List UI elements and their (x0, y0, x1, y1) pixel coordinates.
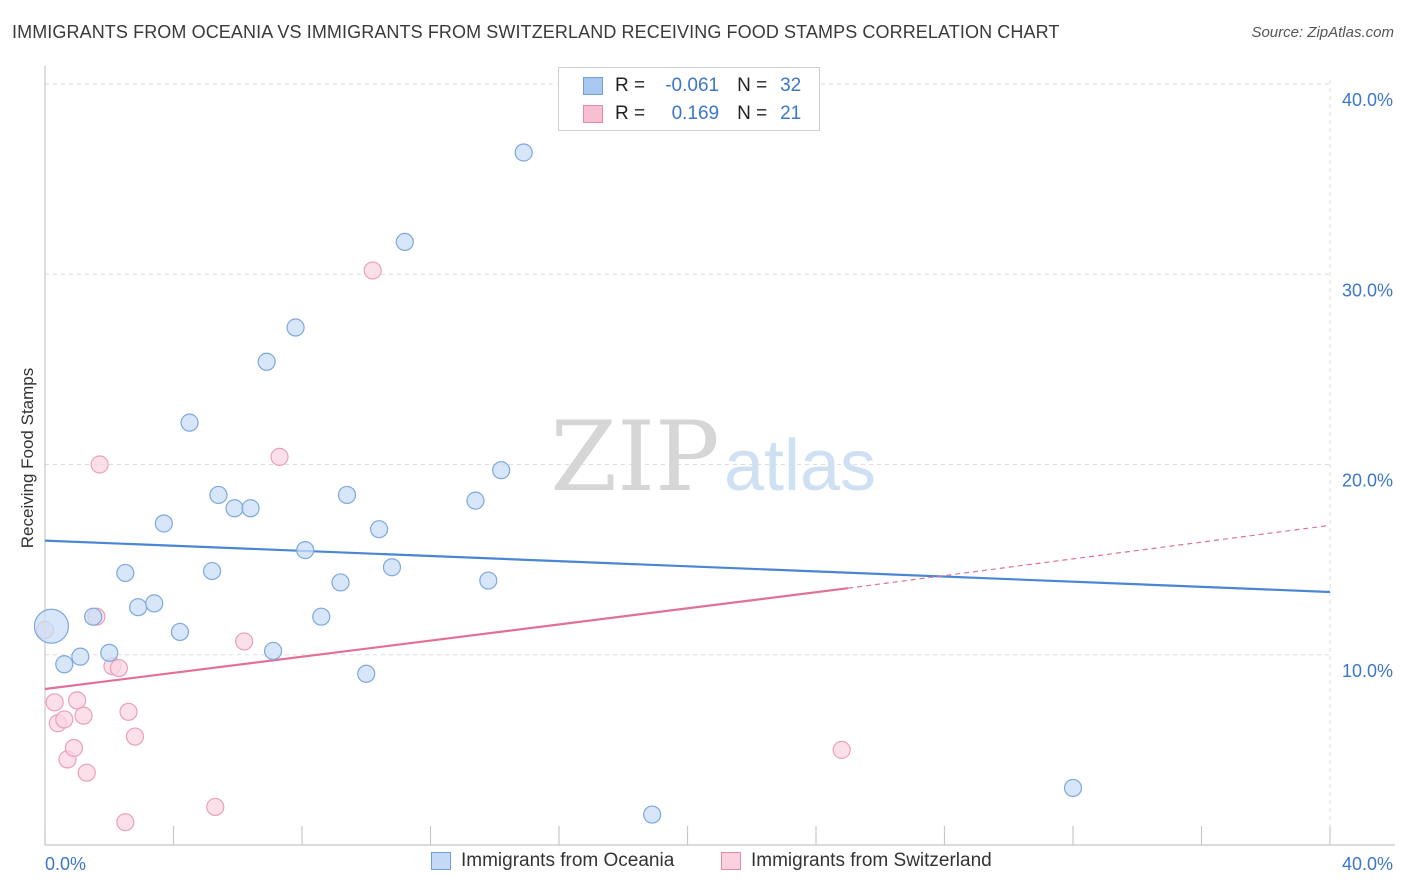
trend-lines (44, 524, 1331, 691)
oceania-point (466, 491, 485, 510)
stats-row-switzerland: R = 0.169 N = 21 (559, 100, 801, 128)
oceania-point (357, 664, 376, 683)
switzerland-point (270, 447, 289, 466)
switzerland-point (832, 740, 851, 759)
legend-label-oceania: Immigrants from Oceania (461, 850, 675, 871)
switzerland-point (68, 691, 87, 710)
switzerland-point (119, 702, 138, 721)
watermark: ZIP atlas (550, 401, 876, 513)
watermark-atlas: atlas (724, 426, 876, 506)
data-points (33, 143, 1083, 832)
y-tick-label: 10.0% (1342, 661, 1393, 681)
oceania-point (263, 641, 283, 661)
switzerland-point (235, 632, 254, 651)
trend-line-switzerland-extension (848, 524, 1331, 589)
oceania-point (643, 805, 662, 824)
oceania-point (312, 607, 331, 626)
n-label: N = (737, 103, 768, 124)
oceania-point (55, 655, 74, 674)
oceania-point (1063, 778, 1083, 798)
oceania-point (257, 352, 276, 371)
oceania-point (337, 485, 357, 505)
switzerland-point (206, 797, 225, 817)
chart-title: IMMIGRANTS FROM OCEANIA VS IMMIGRANTS FR… (12, 22, 1060, 42)
switzerland-point (90, 455, 109, 474)
oceania-point (225, 499, 244, 518)
switzerland-point (116, 813, 135, 832)
switzerland-point (64, 738, 84, 758)
legend-swatch-oceania (431, 852, 451, 870)
oceania-point (170, 622, 190, 642)
switzerland-point (125, 727, 145, 746)
y-axis-label: Receiving Food Stamps (18, 367, 37, 549)
oceania-point (209, 485, 228, 505)
oceania-point (382, 558, 402, 577)
stats-box: R = -0.061 N = 32 R = 0.169 N = 21 (558, 67, 820, 131)
oceania-point (286, 318, 305, 337)
legend-swatch-switzerland (721, 852, 741, 870)
oceania-point (370, 520, 389, 539)
r-value: -0.061 (665, 75, 720, 96)
y-tick-label: 20.0% (1342, 471, 1393, 491)
watermark-zip: ZIP (550, 401, 719, 513)
oceania-point (241, 499, 260, 518)
trend-line-oceania (44, 539, 1331, 594)
r-label: R = (615, 75, 646, 96)
switzerland-point (55, 710, 74, 729)
oceania-point (33, 608, 70, 644)
switzerland-point (74, 706, 93, 725)
r-value: 0.169 (671, 103, 720, 124)
switzerland-point (109, 658, 128, 678)
oceania-point (492, 461, 511, 480)
legend-label-switzerland: Immigrants from Switzerland (751, 850, 992, 871)
x-tick-label: 0.0% (45, 854, 86, 874)
oceania-point (296, 541, 315, 560)
trend-line-switzerland (44, 587, 849, 691)
y-tick-label: 40.0% (1342, 90, 1393, 110)
oceania-point (514, 143, 533, 162)
source-credit: Source: ZipAtlas.com (1251, 24, 1394, 41)
r-label: R = (615, 103, 646, 124)
oceania-point (145, 594, 164, 613)
oceania-point (100, 643, 119, 662)
switzerland-point (45, 693, 64, 712)
y-tick-label: 30.0% (1342, 280, 1393, 300)
oceania-swatch (583, 77, 603, 95)
x-tick-label: 40.0% (1342, 854, 1393, 874)
n-label: N = (737, 75, 768, 96)
legend-item-oceania[interactable]: Immigrants from Oceania (431, 850, 674, 872)
oceania-point (129, 598, 148, 617)
oceania-point (331, 573, 350, 592)
legend-item-switzerland[interactable]: Immigrants from Switzerland (721, 850, 992, 872)
oceania-point (180, 413, 199, 432)
axes (44, 66, 1395, 846)
switzerland-swatch (583, 105, 603, 123)
oceania-point (154, 514, 173, 533)
oceania-point (202, 561, 222, 581)
n-value: 32 (780, 75, 802, 96)
oceania-point (116, 563, 135, 583)
switzerland-point (77, 763, 96, 782)
n-value: 21 (780, 103, 802, 124)
oceania-point (479, 571, 498, 590)
oceania-point (395, 232, 414, 252)
oceania-point (71, 647, 90, 666)
stats-row-oceania: R = -0.061 N = 32 (559, 72, 801, 100)
oceania-point (84, 607, 103, 626)
switzerland-point (363, 261, 382, 280)
tick-labels: 10.0% 20.0% 30.0% 40.0% 0.0% 40.0% (45, 90, 1393, 874)
